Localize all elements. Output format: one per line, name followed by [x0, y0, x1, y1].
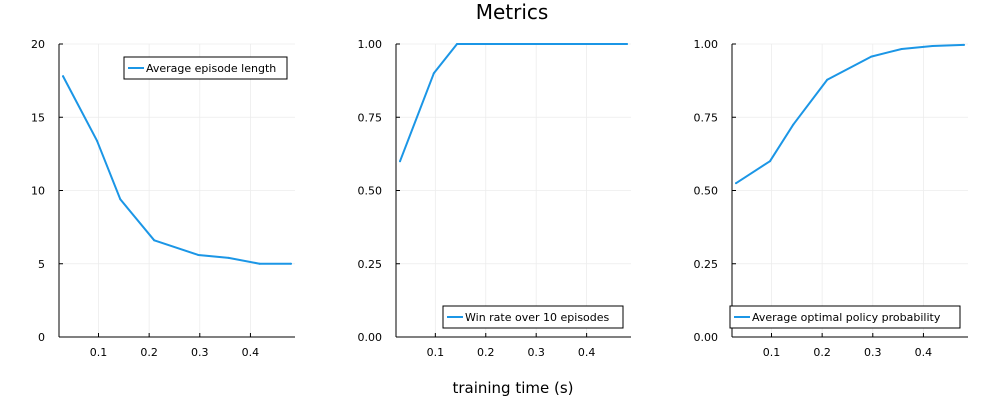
y-tick-label: 0.25 [694, 258, 719, 271]
x-tick-label: 0.4 [242, 346, 260, 359]
data-point [153, 239, 156, 242]
series-line [735, 43, 965, 185]
data-point [625, 43, 628, 45]
y-tick-label: 0.75 [358, 111, 383, 124]
y-tick-label: 5 [38, 258, 45, 271]
y-tick-label: 0.50 [694, 185, 719, 198]
legend: Average episode length [123, 56, 288, 80]
y-tick-label: 0.00 [694, 331, 719, 344]
y-tick-label: 15 [31, 111, 45, 124]
data-point [563, 43, 566, 45]
x-tick-label: 0.1 [90, 346, 108, 359]
y-tick-label: 0.50 [358, 185, 383, 198]
y-tick-label: 0.00 [358, 331, 383, 344]
y-tick-label: 0.75 [694, 111, 719, 124]
x-tick-label: 0.3 [527, 346, 545, 359]
legend-box [442, 305, 624, 329]
data-point [119, 198, 122, 201]
data-point [227, 256, 230, 259]
legend-box [123, 56, 288, 80]
data-point [594, 43, 597, 45]
legend-box [729, 305, 961, 329]
legend: Win rate over 10 episodes [442, 305, 624, 329]
data-point [258, 262, 261, 265]
data-point [870, 55, 873, 58]
data-point [62, 75, 65, 78]
series-line [62, 75, 292, 265]
x-tick-label: 0.2 [813, 346, 831, 359]
legend-label: Win rate over 10 episodes [465, 311, 610, 324]
data-point [900, 47, 903, 50]
x-tick-label: 0.2 [140, 346, 158, 359]
chart-panel-2: 0.1 0.2 0.3 0.4 0.00 0.25 0.50 0.75 1.00 Win rate… [358, 38, 631, 359]
figure-x-axis-label: training time (s) [452, 379, 573, 397]
data-point [489, 43, 492, 45]
data-point [456, 43, 459, 45]
x-tick-label: 0.4 [578, 346, 596, 359]
data-point [931, 45, 934, 48]
data-point [399, 160, 402, 163]
x-tick-label: 0.1 [427, 346, 445, 359]
data-point [197, 253, 200, 256]
x-tick-label: 0.4 [915, 346, 933, 359]
chart-panel-3: 0.1 0.2 0.3 0.4 0.00 0.25 0.50 0.75 1.00 Average … [694, 38, 968, 359]
data-point [289, 262, 292, 265]
data-point [826, 78, 829, 81]
legend-label: Average optimal policy probability [752, 311, 941, 324]
x-tick-label: 0.2 [477, 346, 495, 359]
legend-label: Average episode length [146, 62, 276, 75]
data-point [735, 182, 738, 185]
legend: Average optimal policy probability [729, 305, 961, 329]
chart-panels: 0.1 0.2 0.3 0.4 0 5 10 15 20 Average episode leng… [31, 38, 968, 359]
data-point [432, 72, 435, 75]
y-tick-label: 0.25 [358, 258, 383, 271]
x-tick-label: 0.3 [191, 346, 209, 359]
data-point [792, 123, 795, 126]
series-line [399, 43, 628, 163]
y-tick-label: 0 [38, 331, 45, 344]
chart-panel-1: 0.1 0.2 0.3 0.4 0 5 10 15 20 Average episode leng… [31, 38, 295, 359]
figure-title: Metrics [476, 0, 549, 24]
data-point [962, 43, 965, 46]
x-tick-label: 0.1 [763, 346, 781, 359]
y-tick-label: 10 [31, 185, 45, 198]
y-tick-label: 20 [31, 38, 45, 51]
x-tick-label: 0.3 [864, 346, 882, 359]
data-point [95, 139, 98, 142]
y-tick-label: 1.00 [358, 38, 383, 51]
data-point [533, 43, 536, 45]
data-point [768, 160, 771, 163]
y-tick-label: 1.00 [694, 38, 719, 51]
